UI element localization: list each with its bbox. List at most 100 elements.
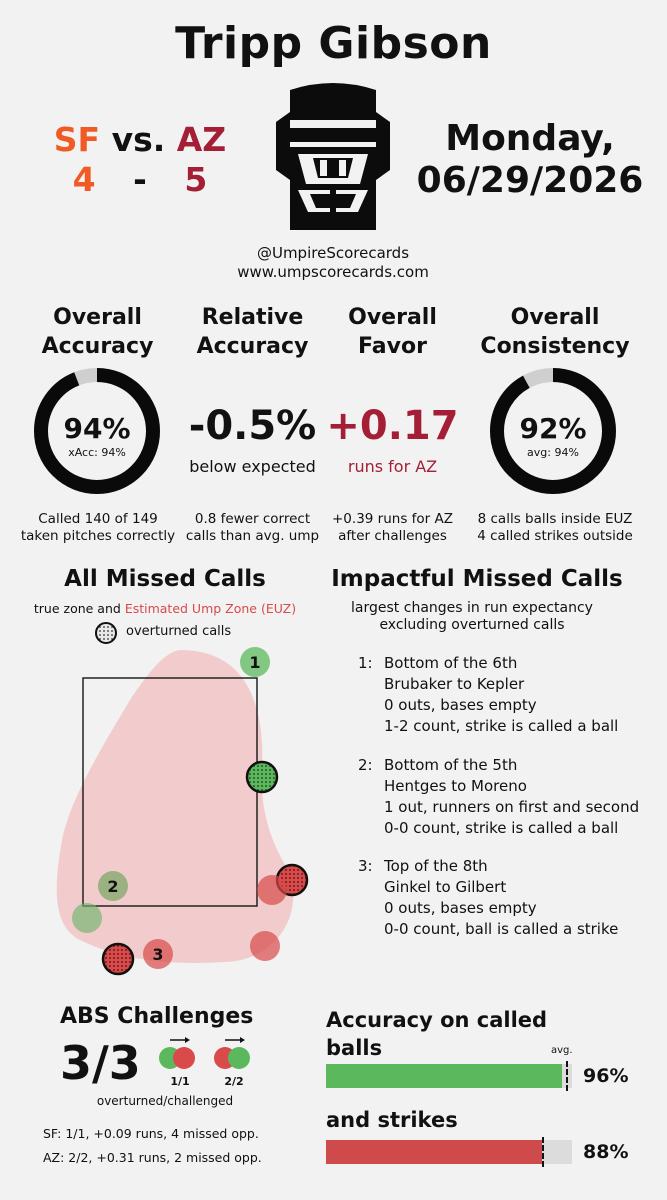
accuracy-bars-title: Accuracy on called balls [326, 1006, 547, 1062]
missed-pitch-label: 1 [249, 653, 260, 672]
balls-bar-fill [326, 1064, 563, 1088]
strikes-avg-marker [542, 1137, 545, 1167]
umpire-name: Tripp Gibson [175, 18, 492, 69]
relative-note: 0.8 fewer correct calls than avg. ump [170, 511, 335, 545]
favor-heading-1: Overall [348, 305, 437, 330]
accuracy-ring-fill [34, 368, 160, 494]
consistency-heading-2: Consistency [480, 334, 630, 359]
impactful-3-inning: Top of the 8th [384, 857, 488, 875]
strikes-value: 88% [583, 1141, 629, 1163]
consistency-note: 8 calls balls inside EUZ 4 called strike… [465, 511, 645, 545]
missed-pitch-marker [257, 875, 287, 905]
impactful-item-3: 3: Top of the 8th Ginkel to Gilbert 0 ou… [358, 856, 618, 940]
missed-calls-zone-plot: 1 2 3 [56, 647, 309, 976]
relative-value: -0.5% [188, 403, 317, 449]
abs-challenge-icons [159, 1037, 250, 1069]
score-row: 4 - 5 [40, 160, 240, 200]
favor-value: +0.17 [326, 403, 459, 449]
accuracy-note-1: Called 140 of 149 [38, 511, 158, 527]
twitter-handle: @UmpireScorecards [256, 244, 410, 262]
strikes-title: and strikes [326, 1108, 458, 1132]
missed-pitch-marker [250, 931, 280, 961]
balls-avg-marker [565, 1061, 568, 1091]
impactful-subtitle: largest changes in run expectancy exclud… [322, 600, 622, 634]
impactful-1-call: 1-2 count, strike is called a ball [384, 717, 619, 735]
impactful-3-matchup: Ginkel to Gilbert [384, 878, 507, 896]
credits: @UmpireScorecards www.umpscorecards.com [183, 244, 483, 282]
impactful-item-1: 1: Bottom of the 6th Brubaker to Kepler … [358, 653, 618, 737]
accuracy-heading-2: Accuracy [41, 334, 154, 359]
umpire-mask-icon [276, 83, 390, 230]
overturn-icon-2 [214, 1037, 250, 1069]
consistency-ring [490, 368, 616, 494]
home-team: AZ [176, 120, 227, 159]
overturned-legend-icon [95, 622, 117, 644]
relative-sub: below expected [189, 457, 316, 476]
abs-sub: overturned/challenged [96, 1094, 234, 1108]
missed-pitch-marker: 3 [143, 939, 173, 969]
favor-heading-2: Favor [358, 334, 427, 359]
accuracy-ring [34, 368, 160, 494]
away-score: 4 [72, 160, 96, 199]
missed-pitch-marker: 2 [98, 871, 128, 901]
website: www.umpscorecards.com [237, 263, 429, 281]
consistency-note-1: 8 calls balls inside EUZ [477, 511, 633, 527]
abs-score: 3/3 [60, 1036, 141, 1090]
impactful-1-situation: 0 outs, bases empty [384, 696, 537, 714]
balls-value: 96% [583, 1065, 629, 1087]
impactful-2-call: 0-0 count, strike is called a ball [384, 819, 619, 837]
favor-note-2: after challenges [338, 528, 447, 544]
overturn-icon-1 [159, 1037, 195, 1069]
impactful-2-matchup: Hentges to Moreno [384, 777, 527, 795]
accuracy-xacc: xAcc: 94% [68, 446, 126, 459]
matchup: SF vs. AZ 4 - 5 [40, 120, 240, 200]
relative-note-1: 0.8 fewer correct [194, 511, 311, 527]
avg-label: avg. [551, 1045, 573, 1056]
missed-pitch-marker [72, 903, 102, 933]
impactful-num-1: 1: [358, 654, 373, 672]
impactful-subtitle-2: excluding overturned calls [379, 617, 565, 633]
relative-heading-1: Relative [201, 305, 304, 330]
consistency-heading-1: Overall [510, 305, 600, 330]
favor-note-1: +0.39 runs for AZ [332, 511, 453, 527]
game-date: Monday, 06/29/2026 [395, 118, 665, 202]
relative-heading: Relative Accuracy [170, 303, 335, 361]
missed-pitch-label: 3 [152, 945, 163, 964]
accuracy-bars-title-2: balls [326, 1036, 383, 1060]
consistency-note-2: 4 called strikes outside [477, 528, 633, 544]
impactful-num-3: 3: [358, 857, 373, 875]
abs-title: ABS Challenges [60, 1004, 254, 1029]
favor-note: +0.39 runs for AZ after challenges [315, 511, 470, 545]
missed-pitch-marker [101, 942, 135, 976]
weekday: Monday, [445, 118, 615, 159]
consistency-ring-fill [490, 368, 616, 494]
abs-icon2-label: 2/2 [224, 1075, 244, 1088]
accuracy-heading: Overall Accuracy [15, 303, 180, 361]
abs-az-line: AZ: 2/2, +0.31 runs, 2 missed opp. [43, 1150, 262, 1165]
relative-note-2: calls than avg. ump [185, 528, 320, 544]
favor-sub: runs for AZ [347, 457, 438, 476]
missed-calls-title: All Missed Calls [64, 566, 266, 592]
impactful-item-2: 2: Bottom of the 5th Hentges to Moreno 1… [358, 755, 639, 839]
strikes-bar-fill [326, 1140, 543, 1164]
impactful-num-2: 2: [358, 756, 373, 774]
balls-bar-track [326, 1061, 572, 1091]
pitch-markers: 1 2 3 [72, 647, 309, 976]
relative-heading-2: Accuracy [196, 334, 309, 359]
impactful-1-matchup: Brubaker to Kepler [384, 675, 525, 693]
missed-pitch-label: 2 [107, 877, 118, 896]
away-team: SF [53, 120, 101, 159]
accuracy-note-2: taken pitches correctly [20, 528, 176, 544]
teams-row: SF vs. AZ [40, 120, 240, 160]
missed-pitch-marker [245, 760, 279, 794]
consistency-avg: avg: 94% [527, 446, 579, 459]
accuracy-value: 94% [63, 412, 131, 445]
euz-label: Estimated Ump Zone (EUZ) [124, 601, 297, 616]
impactful-1-inning: Bottom of the 6th [384, 654, 518, 672]
missed-calls-subtitle-prefix: true zone and [33, 601, 125, 616]
abs-sf-line: SF: 1/1, +0.09 runs, 4 missed opp. [43, 1126, 259, 1141]
impactful-3-call: 0-0 count, ball is called a strike [384, 920, 619, 938]
impactful-2-situation: 1 out, runners on first and second [384, 798, 640, 816]
impactful-subtitle-1: largest changes in run expectancy [351, 600, 593, 616]
missed-calls-subtitle: true zone and Estimated Ump Zone (EUZ) [10, 600, 320, 617]
